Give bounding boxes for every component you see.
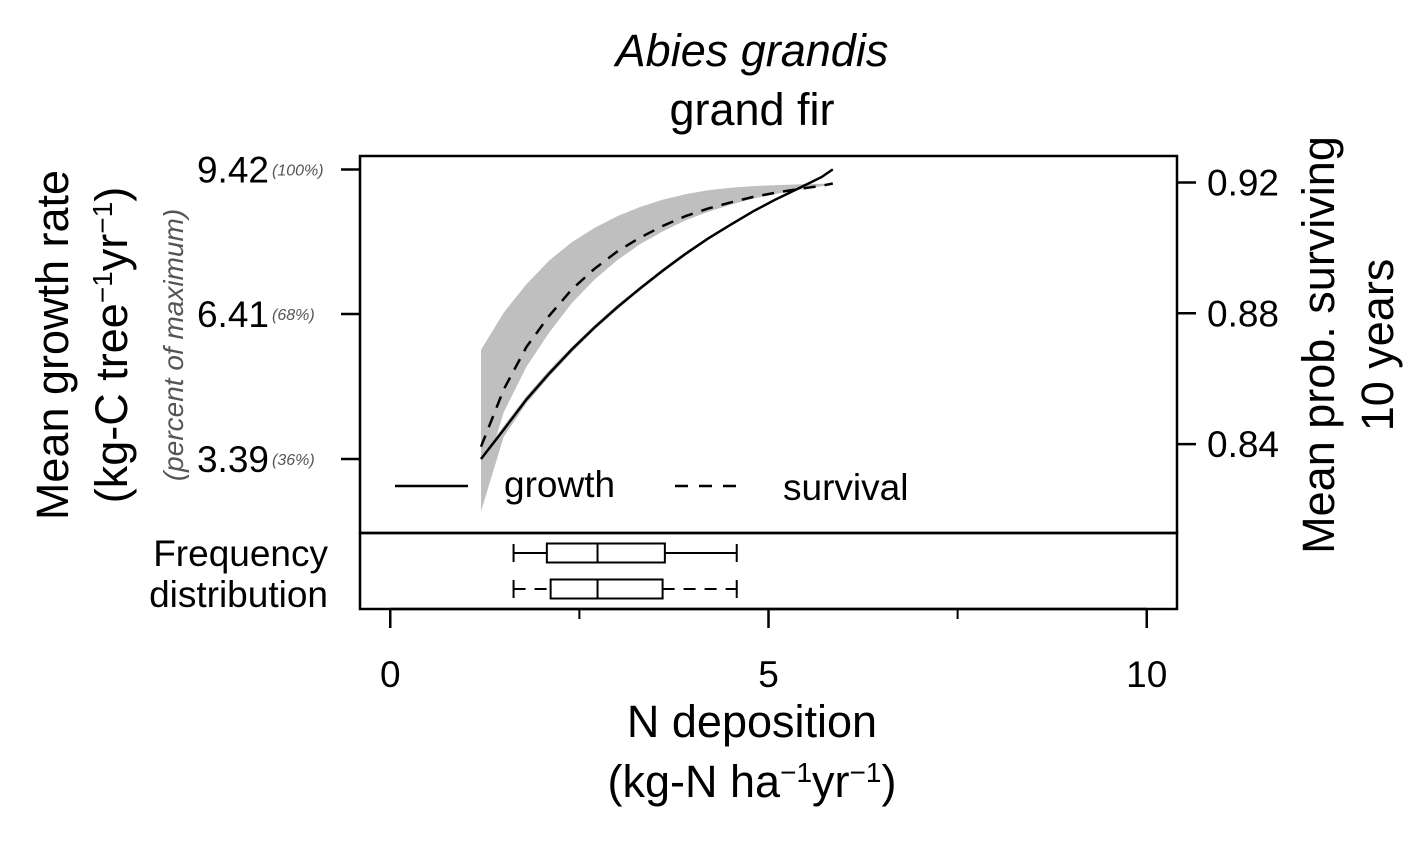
- y-tick-label: 3.39: [197, 439, 269, 480]
- frequency-label-line2: distribution: [149, 574, 328, 615]
- legend: growth survival: [395, 464, 908, 508]
- y-tick-percent: (100%): [272, 162, 324, 179]
- legend-growth-label: growth: [504, 464, 615, 505]
- line-growth: [480, 168, 834, 460]
- frequency-panel-frame: [358, 531, 1179, 611]
- y-axis-right: 0.92 0.88 0.84: [1177, 162, 1279, 465]
- y-tick-percent: (68%): [272, 307, 315, 324]
- chart-subtitle: grand fir: [669, 84, 834, 135]
- y2-axis-label-line2: 10 years: [1352, 259, 1403, 432]
- boxplot-growth: [512, 542, 738, 564]
- y2-tick-label: 0.88: [1207, 293, 1279, 334]
- chart-title: Abies grandis: [613, 25, 889, 76]
- line-survival: [479, 182, 834, 448]
- y-axis-left: 9.42 (100%) 6.41 (68%) 3.39 (36%): [197, 149, 360, 480]
- x-axis-units: (kg-N ha−1yr−1): [608, 756, 897, 807]
- boxplot-box: [545, 542, 666, 564]
- band-survival: [481, 183, 833, 488]
- y-axis-sublabel: (percent of maximum): [158, 209, 189, 481]
- frequency-panel: Frequency distribution: [149, 531, 1179, 615]
- frequency-label-line1: Frequency: [153, 533, 328, 574]
- x-tick-label: 0: [380, 654, 401, 695]
- boxplot-box: [549, 578, 664, 600]
- y-axis-label: Mean growth rate: [27, 170, 78, 520]
- y-tick-label: 9.42: [197, 149, 269, 190]
- y2-tick-label: 0.92: [1207, 162, 1279, 203]
- y-axis-units: (kg-C tree−1yr−1): [86, 187, 137, 503]
- y-tick-label: 6.41: [197, 294, 269, 335]
- y-tick-percent: (36%): [272, 452, 315, 469]
- x-axis-label: N deposition: [627, 696, 877, 747]
- y2-axis-label-line1: Mean prob. surviving: [1293, 136, 1344, 554]
- boxplot-survival: [512, 578, 738, 600]
- x-tick-label: 10: [1126, 654, 1167, 695]
- main-plot-panel: [358, 154, 1179, 535]
- x-tick-label: 5: [758, 654, 779, 695]
- y2-tick-label: 0.84: [1207, 424, 1279, 465]
- x-axis: 0 5 10: [380, 607, 1167, 695]
- legend-survival-label: survival: [783, 467, 908, 508]
